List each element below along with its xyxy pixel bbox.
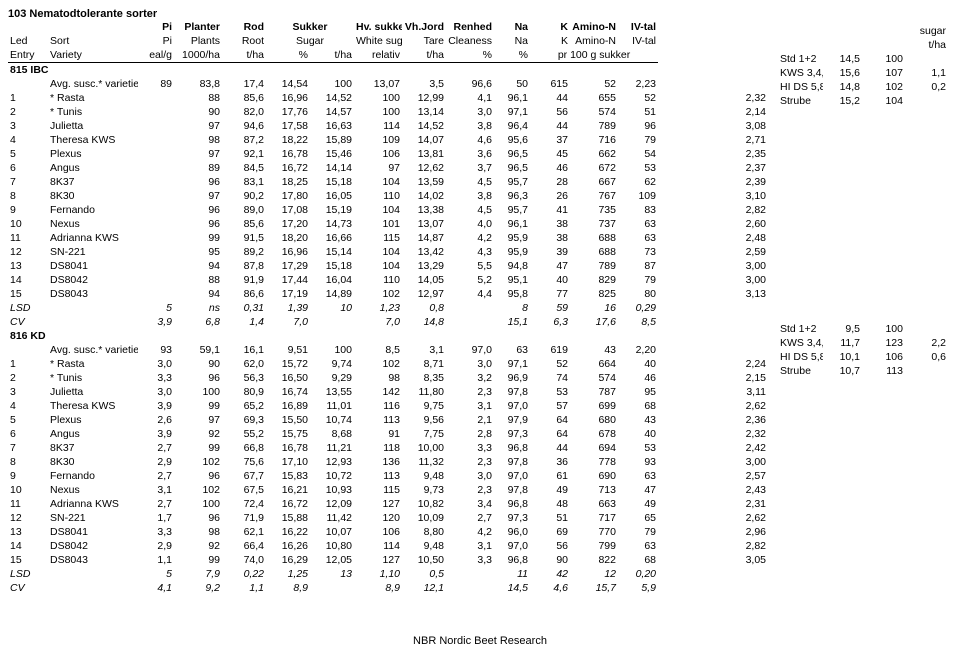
side-table-1: sugart/haStd 1+214,5100KWS 3,4,,7,815,61… [780, 24, 952, 108]
page-title: 103 Nematodtolerante sorter [8, 8, 952, 20]
footer: NBR Nordic Beet Research [8, 635, 952, 647]
side-table-2: Std 1+29,5100KWS 3,4,,7,811,71232,2HI DS… [780, 322, 952, 378]
data-table: PiPlanterRodSukkerHv. sukkerVh.JordRenhe… [8, 20, 768, 595]
